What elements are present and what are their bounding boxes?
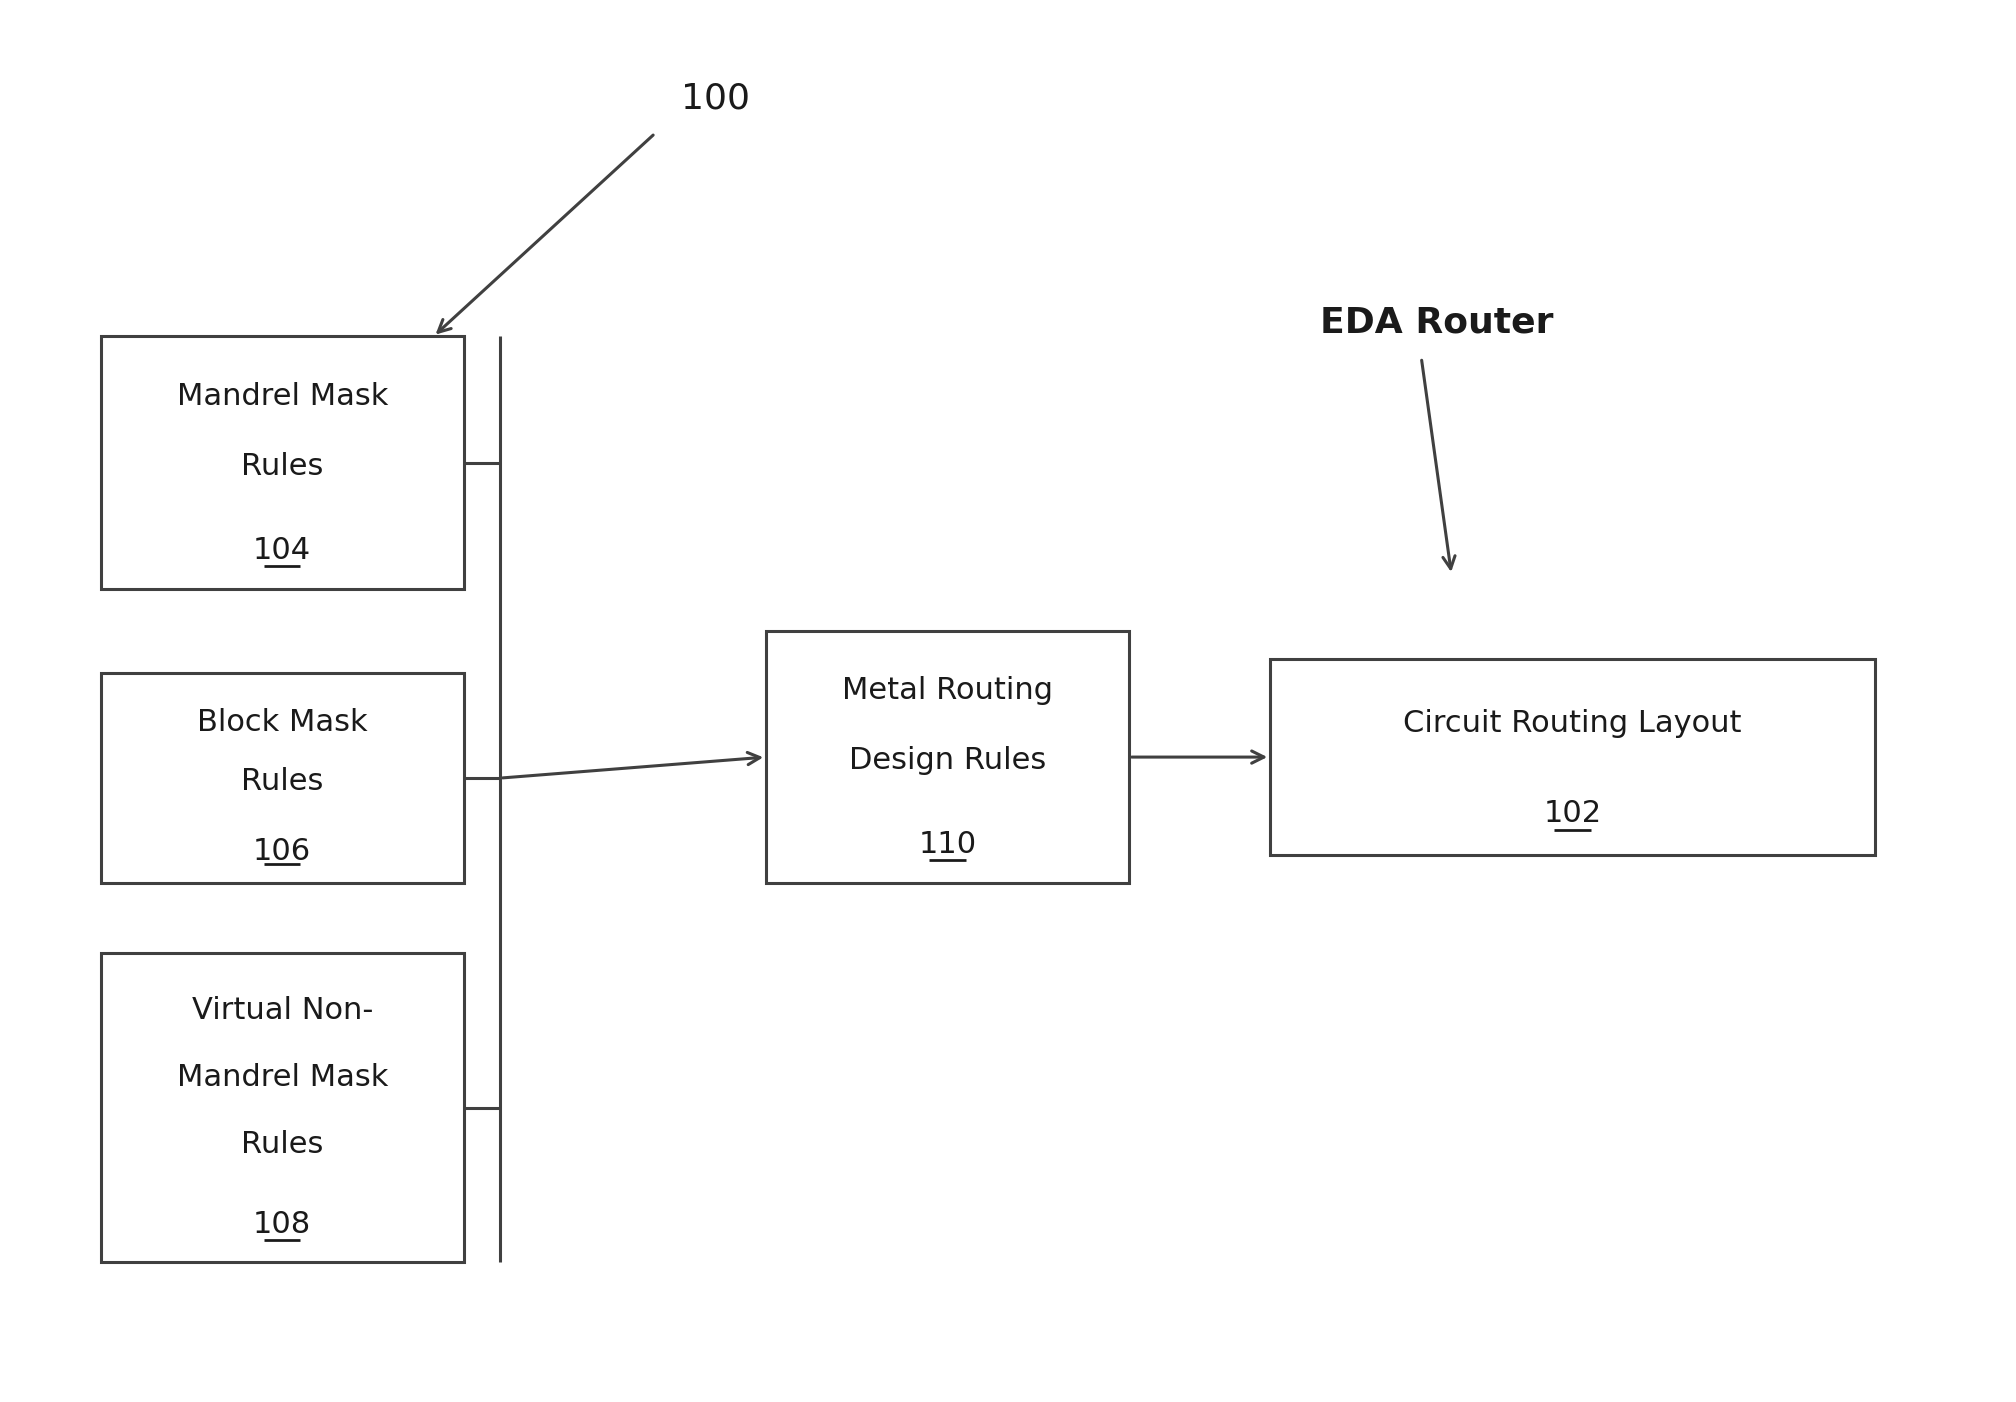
Text: Block Mask: Block Mask (198, 708, 367, 737)
Text: 110: 110 (919, 830, 976, 859)
Text: Design Rules: Design Rules (849, 746, 1046, 775)
Text: Metal Routing: Metal Routing (843, 676, 1052, 705)
Bar (101, 673, 464, 883)
Text: Rules: Rules (242, 767, 323, 795)
Bar (766, 631, 1129, 883)
Text: Virtual Non-: Virtual Non- (192, 995, 373, 1025)
Text: 100: 100 (681, 81, 750, 115)
Text: 108: 108 (254, 1210, 310, 1239)
Text: 104: 104 (254, 536, 310, 565)
Bar (1270, 659, 1875, 855)
Text: Rules: Rules (242, 1130, 323, 1159)
Bar (101, 336, 464, 589)
Text: EDA Router: EDA Router (1320, 306, 1554, 339)
Text: 106: 106 (254, 837, 310, 865)
Text: Mandrel Mask: Mandrel Mask (177, 381, 387, 411)
Text: Rules: Rules (242, 451, 323, 481)
Text: 102: 102 (1544, 799, 1601, 829)
Bar (101, 953, 464, 1262)
Text: Circuit Routing Layout: Circuit Routing Layout (1403, 708, 1742, 737)
Text: Mandrel Mask: Mandrel Mask (177, 1063, 387, 1092)
